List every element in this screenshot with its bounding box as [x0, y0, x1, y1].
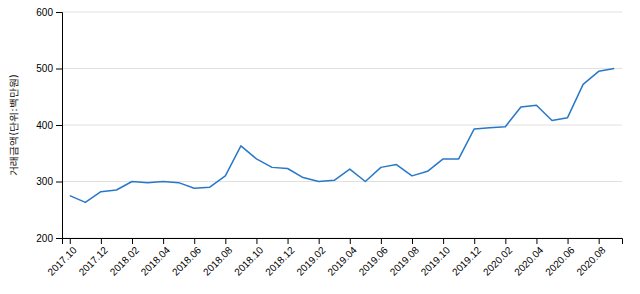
x-tick-label: 2018.10	[232, 244, 266, 278]
x-tick: 2019.12	[450, 238, 484, 278]
grid	[62, 12, 622, 238]
chart: 2003004005006002017.102017.122018.022018…	[0, 0, 640, 294]
x-axis: 2017.102017.122018.022018.042018.062018.…	[45, 238, 622, 278]
x-tick-label: 2017.10	[45, 244, 79, 278]
y-axis: 200 300 400 500 600	[36, 7, 62, 244]
x-tick-label: 2019.08	[388, 244, 422, 278]
x-tick-label: 2020.08	[574, 244, 608, 278]
x-tick-mark	[225, 238, 226, 244]
y-tick: 500	[36, 63, 62, 74]
y-tick: 300	[36, 176, 62, 187]
y-tick-mark	[56, 125, 62, 126]
x-tick: 2018.08	[201, 238, 235, 278]
y-tick-label: 200	[36, 233, 53, 244]
y-tick-mark	[56, 69, 62, 70]
x-tick-mark	[536, 238, 537, 244]
y-tick: 400	[36, 120, 62, 131]
x-tick: 2017.12	[77, 238, 111, 278]
x-tick-mark	[350, 238, 351, 244]
x-tick: 2019.10	[419, 238, 453, 278]
x-tick: 2019.02	[294, 238, 328, 278]
x-tick-label: 2018.08	[201, 244, 235, 278]
x-tick: 2017.10	[45, 238, 79, 278]
y-axis-title: 거래금액(단위:백만원)	[8, 74, 19, 175]
y-tick-mark	[56, 12, 62, 13]
y-tick: 600	[36, 7, 62, 18]
x-tick-label: 2018.06	[170, 244, 204, 278]
x-tick-label: 2020.04	[512, 244, 546, 278]
x-tick-mark	[256, 238, 257, 244]
x-tick-mark	[132, 238, 133, 244]
x-tick: 2020.04	[512, 238, 546, 278]
x-tick-label: 2019.10	[419, 244, 453, 278]
x-tick-mark	[163, 238, 164, 244]
x-axis-line	[63, 239, 623, 245]
x-tick-mark	[101, 238, 102, 244]
x-tick-label: 2020.06	[543, 244, 577, 278]
x-tick-mark	[568, 238, 569, 244]
y-tick-label: 600	[36, 7, 53, 18]
x-tick-mark	[319, 238, 320, 244]
y-tick-label: 500	[36, 63, 53, 74]
x-tick-mark	[474, 238, 475, 244]
x-tick-label: 2019.02	[294, 244, 328, 278]
x-tick: 2020.06	[543, 238, 577, 278]
grid-line	[62, 12, 622, 13]
y-tick-mark	[56, 182, 62, 183]
x-tick: 2019.08	[388, 238, 422, 278]
x-tick-label: 2019.06	[357, 244, 391, 278]
y-axis-line	[56, 13, 63, 239]
plot: 2003004005006002017.102017.122018.022018…	[36, 7, 622, 278]
x-tick-label: 2019.04	[325, 244, 359, 278]
x-tick-label: 2019.12	[450, 244, 484, 278]
x-tick-mark	[381, 238, 382, 244]
x-tick-label: 2018.02	[108, 244, 142, 278]
x-tick: 2020.08	[574, 238, 608, 278]
x-tick-mark	[443, 238, 444, 244]
x-tick: 2020.02	[481, 238, 515, 278]
y-tick-mark	[56, 238, 62, 239]
x-tick: 2019.04	[325, 238, 359, 278]
x-tick-label: 2017.12	[77, 244, 111, 278]
grid-line	[62, 125, 622, 126]
x-tick-mark	[505, 238, 506, 244]
x-tick-label: 2018.04	[139, 244, 173, 278]
x-tick: 2019.06	[357, 238, 391, 278]
x-tick-mark	[599, 238, 600, 244]
marks	[70, 69, 614, 203]
x-tick-label: 2018.12	[263, 244, 297, 278]
grid-line	[62, 68, 622, 69]
x-tick-mark	[194, 238, 195, 244]
x-tick-mark	[288, 238, 289, 244]
y-tick-label: 300	[36, 176, 53, 187]
x-tick-label: 2020.02	[481, 244, 515, 278]
y-tick-label: 400	[36, 120, 53, 131]
x-tick: 2018.10	[232, 238, 266, 278]
x-tick: 2018.02	[108, 238, 142, 278]
y-tick: 200	[36, 233, 62, 244]
x-tick: 2018.12	[263, 238, 297, 278]
x-tick-mark	[70, 238, 71, 244]
line	[70, 69, 614, 203]
x-tick-mark	[412, 238, 413, 244]
x-tick: 2018.04	[139, 238, 173, 278]
x-tick: 2018.06	[170, 238, 204, 278]
